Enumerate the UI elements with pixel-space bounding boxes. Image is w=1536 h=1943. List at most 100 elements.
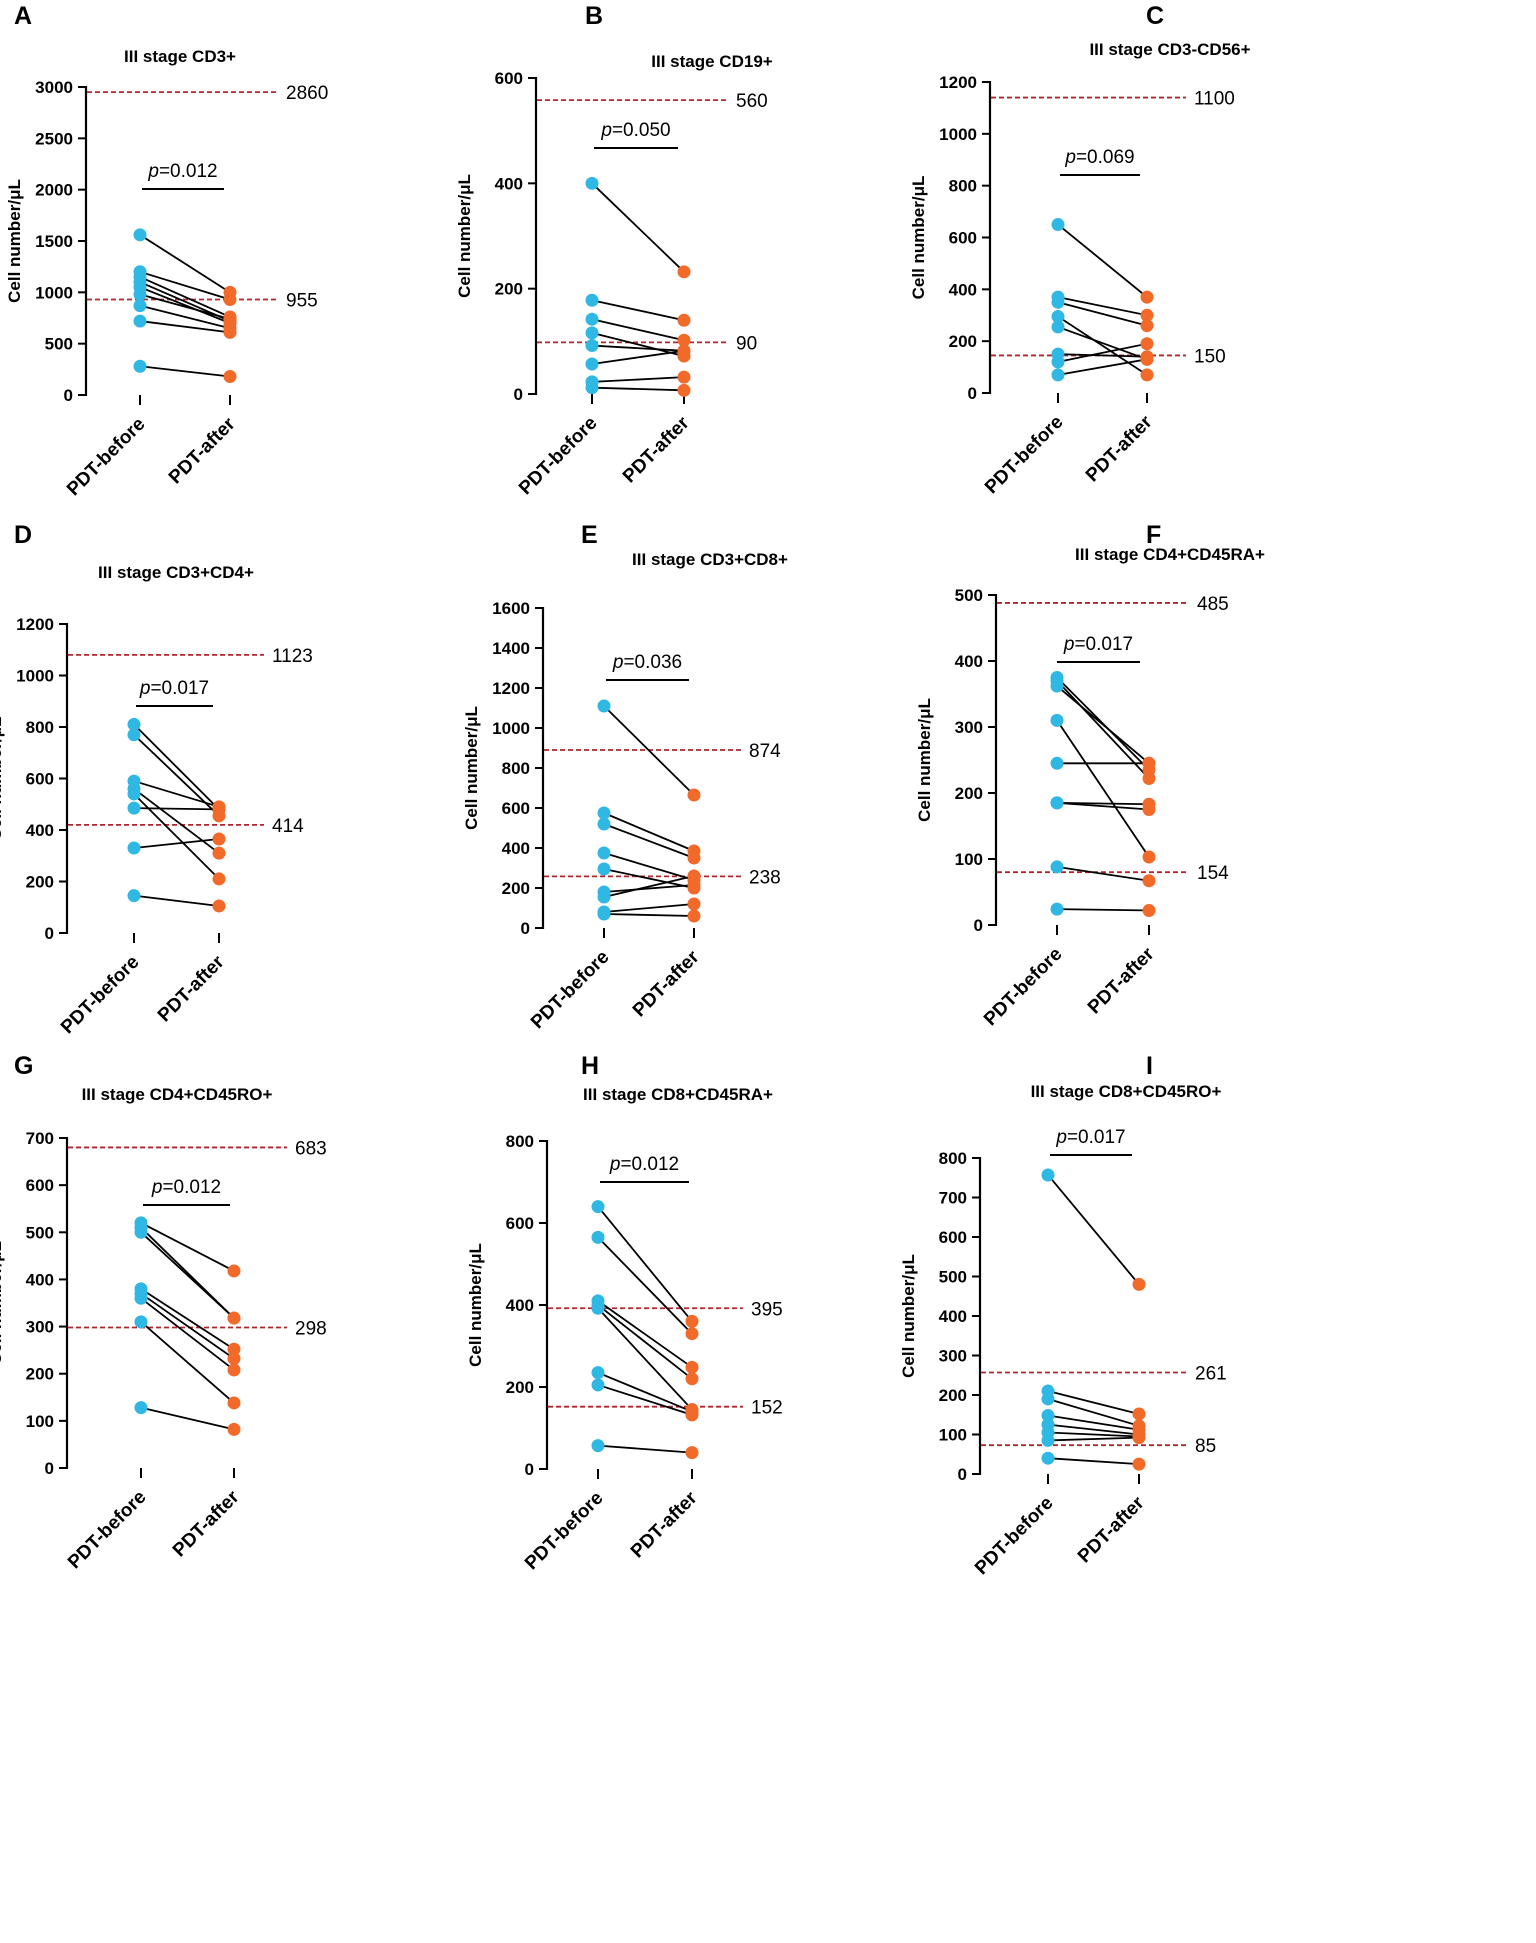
chart-panel-b: B III stage CD19+ 0 200 400 600 Cell number/μL… bbox=[455, 2, 773, 499]
paired-line bbox=[139, 286, 231, 324]
paired-line bbox=[603, 812, 695, 852]
point-after bbox=[212, 899, 226, 913]
point-after bbox=[685, 1360, 699, 1374]
point-before bbox=[1050, 679, 1064, 693]
paired-line bbox=[1057, 315, 1148, 376]
paired-line bbox=[1047, 1414, 1140, 1431]
chart-panel-a: A III stage CD3+ 0 500 1000 1500 2000 2500 3000 C… bbox=[5, 2, 328, 500]
point-before bbox=[133, 359, 147, 373]
paired-line bbox=[1056, 908, 1150, 912]
paired-line bbox=[1057, 358, 1148, 376]
p-value: =0.012 bbox=[159, 161, 218, 182]
y-tick-label: 800 bbox=[949, 177, 977, 196]
point-before bbox=[597, 890, 611, 904]
point-after bbox=[1142, 771, 1156, 785]
point-before bbox=[1041, 1168, 1055, 1182]
paired-line bbox=[133, 723, 220, 811]
point-before bbox=[1050, 860, 1064, 874]
paired-line bbox=[139, 276, 231, 318]
point-after bbox=[687, 788, 701, 802]
y-axis-label: Cell number/μL bbox=[0, 717, 5, 841]
y-tick-label: 200 bbox=[495, 280, 523, 299]
paired-line bbox=[591, 349, 685, 365]
x-category-label: PDT-before bbox=[527, 947, 614, 1034]
y-tick-label: 0 bbox=[45, 924, 54, 943]
paired-line bbox=[1047, 1174, 1140, 1285]
y-tick-label: 100 bbox=[955, 850, 983, 869]
p-value-label: p=0.017 bbox=[139, 678, 209, 699]
reference-label: 414 bbox=[272, 816, 304, 837]
point-before bbox=[597, 862, 611, 876]
chart-title: III stage CD4+CD45RA+ bbox=[1075, 545, 1265, 564]
y-tick-label: 200 bbox=[949, 332, 977, 351]
reference-label: 90 bbox=[736, 333, 757, 354]
point-after bbox=[212, 832, 226, 846]
point-after bbox=[1140, 352, 1154, 366]
point-before bbox=[591, 1378, 605, 1392]
y-tick-label: 500 bbox=[955, 586, 983, 605]
point-after bbox=[212, 872, 226, 886]
point-after bbox=[1132, 1277, 1146, 1291]
paired-line bbox=[133, 894, 220, 907]
y-tick-label: 500 bbox=[939, 1268, 967, 1287]
point-after bbox=[1132, 1457, 1146, 1471]
point-before bbox=[127, 889, 141, 903]
paired-line bbox=[591, 386, 685, 392]
y-tick-label: 400 bbox=[495, 174, 523, 193]
p-value-label: p=0.050 bbox=[600, 120, 670, 141]
x-category-label: PDT-after bbox=[154, 951, 229, 1026]
point-before bbox=[133, 299, 147, 313]
point-after bbox=[227, 1264, 241, 1278]
p-symbol: p bbox=[139, 678, 151, 699]
chart-title: III stage CD3+CD8+ bbox=[632, 550, 788, 569]
paired-line bbox=[140, 1297, 235, 1371]
chart-title: III stage CD4+CD45RO+ bbox=[82, 1085, 273, 1104]
chart-title: III stage CD3+ bbox=[124, 47, 236, 66]
paired-line bbox=[597, 1236, 693, 1335]
paired-line bbox=[139, 234, 231, 294]
y-tick-label: 400 bbox=[949, 280, 977, 299]
point-before bbox=[1051, 355, 1065, 369]
point-before bbox=[1050, 756, 1064, 770]
paired-line bbox=[1047, 1436, 1140, 1442]
chart-title: III stage CD3+CD4+ bbox=[98, 563, 254, 582]
y-tick-label: 800 bbox=[502, 759, 530, 778]
point-before bbox=[1050, 713, 1064, 727]
point-after bbox=[212, 802, 226, 816]
reference-label: 560 bbox=[736, 91, 768, 112]
chart-panel-c: C III stage CD3-CD56+ 0 200 400 600 800 1000 120… bbox=[909, 2, 1251, 498]
y-tick-label: 200 bbox=[506, 1378, 534, 1397]
x-category-label: PDT-after bbox=[1074, 1492, 1149, 1567]
point-before bbox=[1041, 1433, 1055, 1447]
point-after bbox=[1142, 803, 1156, 816]
chart-title: III stage CD8+CD45RO+ bbox=[1031, 1082, 1222, 1101]
y-tick-label: 400 bbox=[939, 1307, 967, 1326]
reference-label: 2860 bbox=[286, 83, 328, 104]
p-value: =0.036 bbox=[623, 652, 682, 673]
y-axis-label: Cell number/μL bbox=[0, 1241, 5, 1365]
paired-line bbox=[597, 1300, 693, 1369]
paired-line bbox=[140, 1406, 235, 1431]
x-category-label: PDT-after bbox=[629, 946, 704, 1021]
point-after bbox=[227, 1352, 241, 1366]
p-symbol: p bbox=[1063, 634, 1075, 655]
paired-line bbox=[603, 913, 695, 917]
panel-letter: A bbox=[14, 2, 32, 30]
point-before bbox=[127, 728, 141, 742]
panel-letter: F bbox=[1146, 521, 1161, 549]
paired-line bbox=[1047, 1390, 1140, 1415]
point-before bbox=[1041, 1409, 1055, 1423]
paired-line bbox=[133, 793, 220, 880]
point-before bbox=[585, 339, 599, 353]
point-after bbox=[687, 897, 701, 911]
x-category-label: PDT-after bbox=[1084, 943, 1159, 1018]
point-after bbox=[223, 293, 237, 307]
point-after bbox=[1140, 290, 1154, 304]
paired-line bbox=[1056, 680, 1150, 780]
point-after bbox=[223, 370, 237, 384]
paired-line bbox=[1057, 353, 1148, 358]
paired-line bbox=[603, 852, 695, 881]
paired-line bbox=[139, 365, 231, 378]
x-category-label: PDT-after bbox=[1082, 411, 1157, 486]
point-before bbox=[597, 817, 611, 831]
